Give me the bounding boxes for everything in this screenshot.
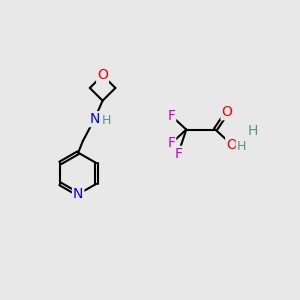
Text: H: H (237, 140, 246, 153)
Text: O: O (97, 68, 108, 82)
Text: F: F (167, 136, 175, 150)
Text: N: N (73, 187, 83, 201)
Text: F: F (174, 147, 182, 161)
Text: O: O (221, 105, 233, 119)
Text: H: H (248, 124, 258, 138)
Text: H: H (101, 114, 111, 127)
Text: O: O (226, 138, 237, 152)
Text: F: F (167, 109, 175, 123)
Text: N: N (89, 112, 100, 126)
